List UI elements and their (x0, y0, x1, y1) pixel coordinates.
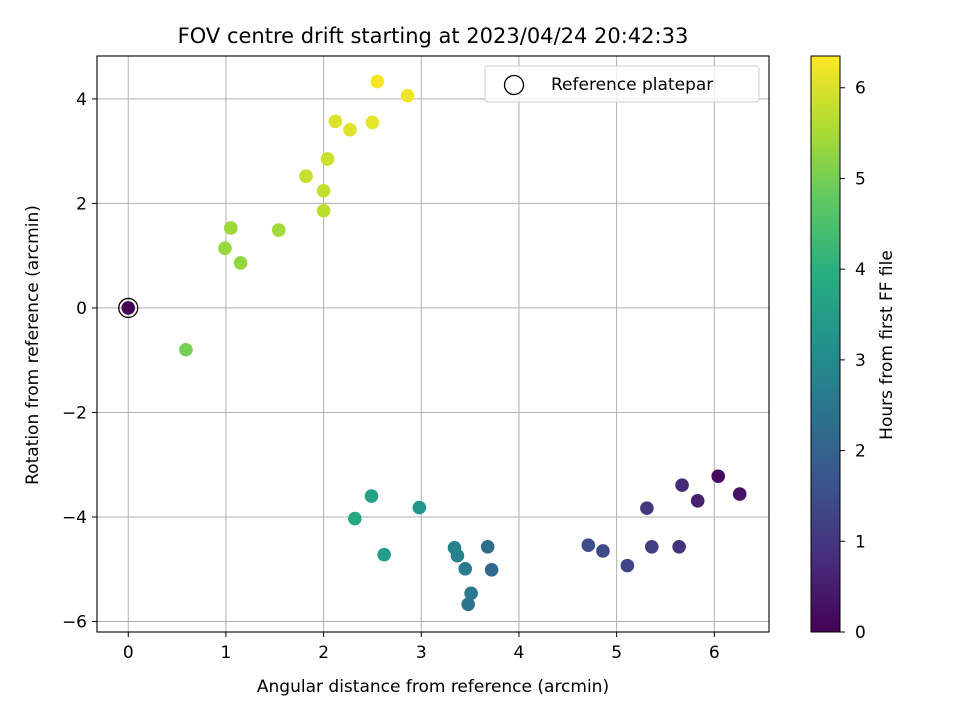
y-tick-label: 4 (76, 90, 87, 110)
data-point (224, 221, 238, 235)
data-point (640, 501, 654, 515)
colorbar-tick-label: 4 (855, 260, 866, 280)
data-point (461, 597, 475, 612)
colorbar-tick-label: 5 (855, 169, 866, 189)
colorbar-tick-label: 3 (855, 351, 866, 371)
colorbar-label: Hours from first FF file (877, 250, 897, 440)
data-point (348, 511, 362, 526)
data-point (458, 561, 473, 576)
y-axis-label: Rotation from reference (arcmin) (23, 205, 43, 485)
data-point (299, 169, 313, 184)
x-tick-label: 2 (318, 643, 329, 663)
data-point (365, 115, 380, 130)
data-point (644, 540, 659, 554)
y-axis-ticks: −6 −4 −2 0 2 4 (62, 90, 97, 633)
data-point (364, 489, 379, 503)
x-tick-label: 4 (514, 643, 525, 663)
data-point (121, 301, 136, 315)
y-tick-label: 0 (76, 299, 87, 319)
y-tick-label: −2 (62, 403, 87, 423)
grid (97, 56, 769, 632)
y-tick-label: 2 (76, 194, 87, 214)
x-tick-label: 0 (123, 643, 134, 663)
colorbar-tick-label: 2 (855, 442, 866, 462)
colorbar-ticks: 0 1 2 3 4 5 6 (840, 79, 866, 643)
x-axis-label: Angular distance from reference (arcmin) (257, 677, 609, 697)
data-point (675, 478, 689, 492)
data-point (316, 184, 331, 198)
colorbar-tick-label: 6 (855, 79, 866, 99)
plot-frame (96, 55, 770, 633)
data-points (118, 74, 747, 612)
colorbar: 0 1 2 3 4 5 6 Hours from first FF file (810, 55, 897, 643)
data-point (328, 114, 343, 129)
data-point (447, 541, 462, 555)
data-point (484, 563, 499, 577)
x-tick-label: 6 (709, 643, 720, 663)
data-point (320, 152, 335, 166)
data-point (711, 469, 726, 484)
chart-title: FOV centre drift starting at 2023/04/24 … (178, 24, 689, 48)
legend-label: Reference platepar (551, 75, 713, 95)
reference-marker (118, 297, 139, 319)
data-point (271, 223, 286, 237)
data-point (464, 586, 478, 601)
colorbar-tick-label: 1 (855, 532, 866, 552)
data-point (480, 540, 495, 554)
legend-box (484, 65, 760, 103)
y-tick-label: −4 (62, 508, 87, 528)
data-point (218, 241, 232, 256)
x-axis-ticks: 0 1 2 3 4 5 6 (123, 632, 720, 663)
data-point (316, 203, 331, 218)
x-tick-label: 3 (416, 643, 427, 663)
x-tick-label: 5 (611, 643, 622, 663)
x-tick-label: 1 (221, 643, 232, 663)
colorbar-tick-label: 0 (855, 623, 866, 643)
data-point (412, 500, 427, 515)
data-point (581, 538, 596, 553)
data-point (732, 487, 747, 501)
data-point (690, 494, 705, 508)
data-point (370, 74, 385, 89)
legend-marker-open-circle (503, 74, 525, 96)
data-point (672, 540, 686, 554)
data-point (596, 544, 610, 558)
colorbar-gradient (810, 55, 841, 633)
data-point (233, 256, 248, 270)
data-point (179, 342, 193, 357)
data-point (377, 547, 391, 562)
data-point (343, 122, 357, 137)
data-point (400, 88, 415, 103)
y-tick-label: −6 (62, 613, 87, 633)
legend: Reference platepar (484, 65, 760, 103)
data-point (620, 558, 635, 573)
